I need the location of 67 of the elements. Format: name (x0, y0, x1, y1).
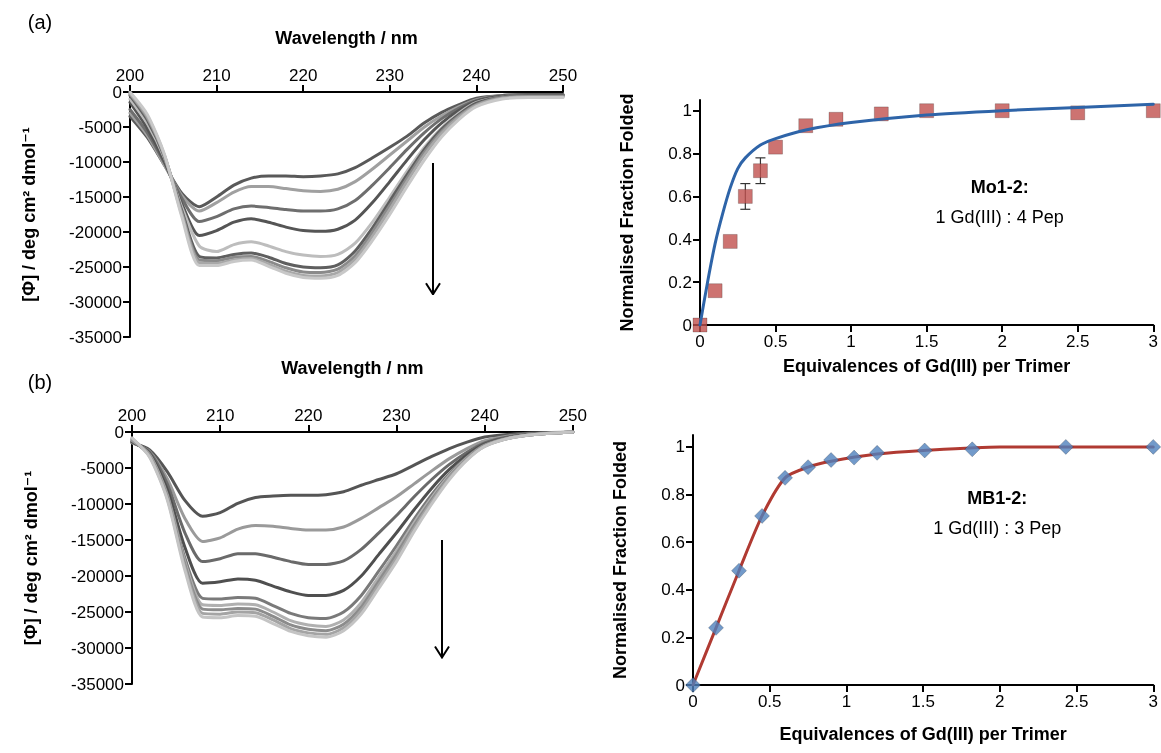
x-tick-label: 0.5 (757, 692, 782, 711)
y-tick-label: 0.2 (668, 272, 692, 292)
y-tick-label: -20000 (69, 222, 122, 242)
y-tick-label: -10000 (69, 152, 122, 172)
y-tick-label: 0.4 (668, 229, 692, 249)
x-tick-label: 2.5 (1065, 332, 1090, 351)
y-tick-label: 0 (675, 675, 685, 695)
y-tick-label: 0 (112, 82, 122, 102)
y-tick-label: 1 (682, 101, 692, 121)
y-tick-label: 0.8 (661, 485, 685, 505)
y-tick-label: -25000 (69, 257, 122, 277)
x-tick-label: 240 (462, 66, 491, 85)
x-tick-label: 1.5 (911, 692, 935, 711)
x-axis-title: Equivalences of Gd(III) per Trimer (783, 356, 1071, 376)
y-tick-label: -20000 (71, 566, 124, 586)
y-axis-title: Normalised Fraction Folded (610, 440, 630, 680)
x-tick-label: 210 (202, 66, 231, 85)
annotation: 1 Gd(III) : 4 Pep (935, 207, 1064, 228)
x-tick-label: 1 (846, 332, 856, 351)
x-tick-label: 240 (470, 406, 499, 425)
y-tick-label: 0 (682, 315, 692, 335)
y-tick-label: -35000 (71, 674, 124, 694)
y-axis-title: [Φ] / deg cm² dmol⁻¹ (19, 127, 39, 302)
x-axis-title: Wavelength / nm (275, 28, 418, 48)
x-tick-label: 200 (117, 406, 147, 425)
x-tick-label: 250 (548, 66, 578, 85)
x-tick-label: 220 (289, 66, 318, 85)
x-tick-label: 230 (382, 406, 411, 425)
x-tick-label: 0.5 (763, 332, 788, 351)
x-tick-label: 210 (205, 406, 235, 425)
x-tick-label: 3 (1148, 692, 1159, 711)
x-tick-label: 1 (841, 692, 852, 711)
y-tick-label: -5000 (78, 117, 122, 137)
y-tick-label: 0 (114, 422, 124, 442)
y-tick-label: 0.2 (661, 627, 685, 647)
x-tick-label: 250 (558, 406, 588, 425)
x-axis-title: Wavelength / nm (281, 358, 424, 378)
y-tick-label: 0.4 (661, 580, 685, 600)
y-tick-label: 1 (675, 437, 685, 457)
y-tick-label: -30000 (69, 292, 122, 312)
x-tick-label: 3 (1148, 332, 1159, 351)
x-tick-label: 2 (995, 692, 1005, 711)
y-tick-label: 0.8 (668, 144, 692, 164)
y-axis-title: [Φ] / deg cm² dmol⁻¹ (21, 470, 41, 646)
annotation: 1 Gd(III) : 3 Pep (933, 517, 1062, 538)
y-tick-label: -5000 (80, 458, 124, 478)
y-tick-label: -25000 (71, 602, 124, 622)
y-tick-label: -35000 (69, 327, 122, 347)
y-tick-label: -10000 (71, 494, 124, 514)
x-tick-label: 200 (115, 66, 145, 85)
x-tick-label: 220 (294, 406, 323, 425)
y-axis-title: Normalised Fraction Folded (617, 93, 637, 332)
y-tick-label: -15000 (71, 530, 124, 550)
y-tick-label: 0.6 (668, 186, 692, 206)
x-tick-label: 2.5 (1064, 692, 1089, 711)
y-tick-label: -15000 (69, 187, 122, 207)
annotation: MB1-2: (967, 487, 1028, 508)
text: (b) (27, 371, 53, 393)
x-axis-title: Equivalences of Gd(III) per Trimer (779, 724, 1067, 744)
annotation: Mo1-2: (970, 177, 1029, 198)
y-tick-label: 0.6 (661, 532, 685, 552)
x-tick-label: 230 (375, 66, 404, 85)
x-tick-label: 2 (997, 332, 1007, 351)
text: (a) (27, 11, 53, 33)
x-tick-label: 0 (695, 332, 705, 351)
x-tick-label: 1.5 (914, 332, 939, 351)
y-tick-label: -30000 (71, 638, 124, 658)
